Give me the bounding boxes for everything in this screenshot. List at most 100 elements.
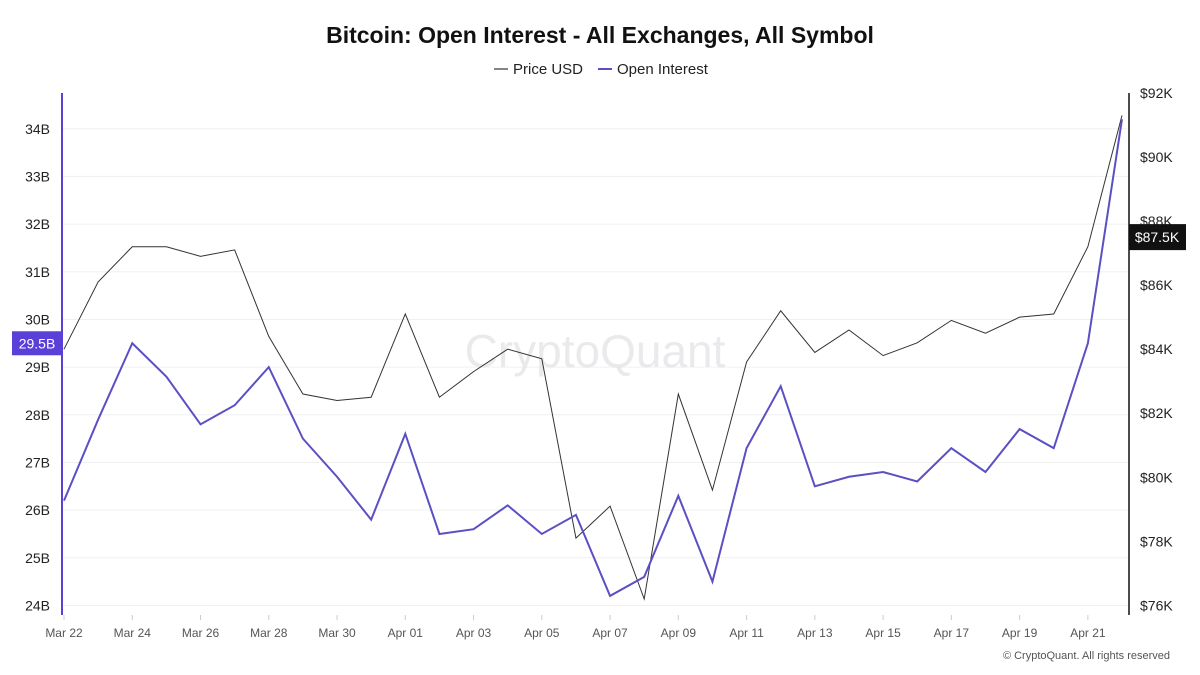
price-point[interactable] bbox=[129, 244, 135, 250]
x-tick-label: Apr 13 bbox=[797, 626, 833, 640]
x-tick-label: Mar 24 bbox=[114, 626, 152, 640]
price-point[interactable] bbox=[846, 327, 852, 333]
price-point[interactable] bbox=[436, 394, 442, 400]
left-marker-badge-box bbox=[12, 331, 62, 356]
open-interest-point[interactable] bbox=[266, 364, 272, 370]
right-tick-label: $76K bbox=[1140, 597, 1173, 613]
open-interest-point[interactable] bbox=[368, 517, 374, 523]
price-point[interactable] bbox=[471, 369, 477, 375]
price-point[interactable] bbox=[914, 340, 920, 346]
open-interest-point[interactable] bbox=[61, 498, 67, 504]
left-tick-label: 34B bbox=[25, 121, 50, 137]
open-interest-point[interactable] bbox=[505, 502, 511, 508]
open-interest-point[interactable] bbox=[880, 469, 886, 475]
left-tick-label: 28B bbox=[25, 407, 50, 423]
price-point[interactable] bbox=[641, 596, 647, 602]
grid-lines bbox=[62, 128, 1129, 606]
price-point[interactable] bbox=[675, 391, 681, 397]
open-interest-point[interactable] bbox=[573, 512, 579, 518]
open-interest-point[interactable] bbox=[471, 526, 477, 532]
right-tick-label: $78K bbox=[1140, 533, 1173, 549]
open-interest-point[interactable] bbox=[812, 483, 818, 489]
x-tick-label: Apr 19 bbox=[1002, 626, 1038, 640]
x-tick-label: Apr 07 bbox=[592, 626, 628, 640]
price-point[interactable] bbox=[778, 308, 784, 314]
open-interest-point[interactable] bbox=[198, 421, 204, 427]
open-interest-point[interactable] bbox=[129, 340, 135, 346]
left-marker-badge: 29.5B bbox=[12, 331, 62, 356]
right-tick-label: $84K bbox=[1140, 341, 1173, 357]
right-tick-label: $90K bbox=[1140, 149, 1173, 165]
open-interest-point[interactable] bbox=[232, 402, 238, 408]
legend-open-interest-label[interactable]: Open Interest bbox=[617, 61, 709, 78]
price-point[interactable] bbox=[505, 346, 511, 352]
price-point[interactable] bbox=[368, 394, 374, 400]
price-point[interactable] bbox=[948, 317, 954, 323]
price-point[interactable] bbox=[1051, 311, 1057, 317]
x-tick-label: Mar 22 bbox=[45, 626, 83, 640]
open-interest-point[interactable] bbox=[948, 445, 954, 451]
left-tick-label: 25B bbox=[25, 550, 50, 566]
open-interest-point[interactable] bbox=[539, 531, 545, 537]
price-point[interactable] bbox=[812, 349, 818, 355]
right-axis-ticks: $76K$78K$80K$82K$84K$86K$88K$90K$92K bbox=[1140, 85, 1173, 613]
left-tick-label: 27B bbox=[25, 454, 50, 470]
price-point[interactable] bbox=[266, 333, 272, 339]
open-interest-point[interactable] bbox=[1085, 340, 1091, 346]
open-interest-point[interactable] bbox=[709, 579, 715, 585]
price-point[interactable] bbox=[607, 503, 613, 509]
price-point[interactable] bbox=[539, 356, 545, 362]
open-interest-point[interactable] bbox=[95, 417, 101, 423]
open-interest-point[interactable] bbox=[607, 593, 613, 599]
price-point[interactable] bbox=[163, 244, 169, 250]
x-tick-label: Apr 11 bbox=[729, 626, 764, 640]
watermark: CryptoQuant bbox=[465, 325, 726, 377]
x-tick-label: Apr 15 bbox=[865, 626, 901, 640]
price-point[interactable] bbox=[95, 279, 101, 285]
left-tick-label: 29B bbox=[25, 359, 50, 375]
price-point[interactable] bbox=[402, 311, 408, 317]
price-point[interactable] bbox=[982, 330, 988, 336]
right-tick-label: $82K bbox=[1140, 405, 1173, 421]
price-point[interactable] bbox=[1017, 314, 1023, 320]
price-point[interactable] bbox=[709, 487, 715, 493]
open-interest-point[interactable] bbox=[402, 431, 408, 437]
open-interest-point[interactable] bbox=[778, 383, 784, 389]
price-point[interactable] bbox=[1119, 112, 1125, 118]
left-tick-label: 33B bbox=[25, 168, 50, 184]
open-interest-series-line bbox=[63, 119, 1123, 598]
price-point[interactable] bbox=[880, 353, 886, 359]
price-point[interactable] bbox=[744, 359, 750, 365]
open-interest-point[interactable] bbox=[1017, 426, 1023, 432]
legend: Price USD Open Interest bbox=[494, 61, 709, 78]
x-tick-label: Apr 05 bbox=[524, 626, 560, 640]
open-interest-point[interactable] bbox=[334, 474, 340, 480]
open-interest-point[interactable] bbox=[1051, 445, 1057, 451]
price-point[interactable] bbox=[334, 397, 340, 403]
legend-price-label[interactable]: Price USD bbox=[513, 61, 583, 78]
price-point[interactable] bbox=[232, 247, 238, 253]
open-interest-point[interactable] bbox=[914, 479, 920, 485]
open-interest-point[interactable] bbox=[675, 493, 681, 499]
left-tick-label: 26B bbox=[25, 502, 50, 518]
open-interest-point[interactable] bbox=[846, 474, 852, 480]
x-axis-ticks: Mar 22 Mar 24 Mar 26 Mar 28 Mar 30 Apr 01 Apr … bbox=[45, 615, 1106, 640]
price-point[interactable] bbox=[1085, 244, 1091, 250]
left-axis-ticks: 24B 25B 26B 27B 28B 29B 30B 31B 32B 33B 34B bbox=[25, 121, 50, 614]
left-marker-badge-label: 29.5B bbox=[19, 335, 56, 351]
open-interest-point[interactable] bbox=[641, 574, 647, 580]
open-interest-point[interactable] bbox=[300, 436, 306, 442]
open-interest-point[interactable] bbox=[436, 531, 442, 537]
right-marker-badge: $87.5K bbox=[1129, 224, 1186, 251]
left-tick-label: 30B bbox=[25, 311, 50, 327]
open-interest-point[interactable] bbox=[982, 469, 988, 475]
x-tick-label: Mar 30 bbox=[318, 626, 356, 640]
price-point[interactable] bbox=[573, 535, 579, 541]
x-tick-label: Mar 26 bbox=[182, 626, 220, 640]
price-point[interactable] bbox=[300, 391, 306, 397]
open-interest-point[interactable] bbox=[163, 374, 169, 380]
right-marker-badge-box bbox=[1129, 224, 1186, 251]
price-point[interactable] bbox=[198, 253, 204, 259]
open-interest-point[interactable] bbox=[744, 445, 750, 451]
